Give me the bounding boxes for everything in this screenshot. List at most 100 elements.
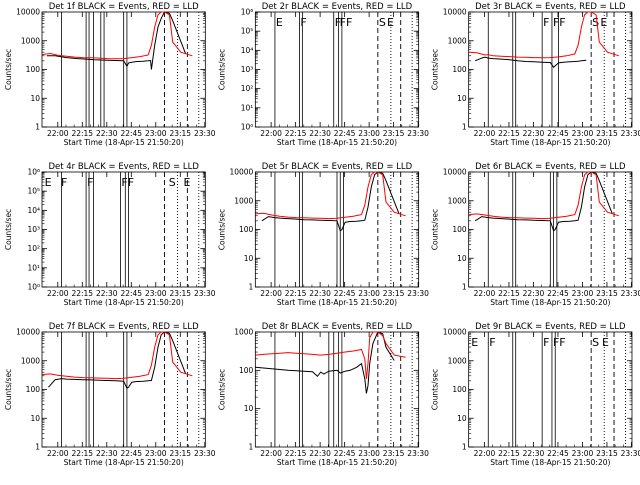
x-tick-label: 22:30	[309, 129, 331, 138]
y-tick-label: 1	[462, 443, 467, 452]
y-tick-label: 10	[457, 254, 467, 263]
x-axis-label: Start Time (18-Apr-15 21:50:20)	[64, 458, 184, 467]
y-axis-label: Counts/sec	[4, 209, 13, 250]
y-tick-label: 10000	[443, 168, 467, 177]
detector-panel: Det 4r BLACK = Events, RED = LLD 10⁰ 10¹ 10…	[4, 162, 216, 307]
y-tick-label: 10000	[443, 328, 467, 337]
panel-title: Det 8r BLACK = Events, RED = LLD	[262, 322, 413, 332]
x-tick-label: 22:00	[260, 129, 282, 138]
x-tick-label: 22:00	[260, 289, 282, 298]
y-tick-label: 10⁶	[27, 168, 40, 177]
flag-label: E	[276, 16, 283, 29]
flag-label: S	[592, 336, 599, 349]
y-tick-label: 10¹	[241, 103, 254, 112]
detector-panel: Det 6r BLACK = Events, RED = LLD 1 10 100 10…	[431, 162, 640, 307]
y-tick-label: 10000	[16, 328, 40, 337]
flag-label: S	[379, 16, 386, 29]
x-tick-label: 22:00	[474, 129, 496, 138]
x-tick-label: 23:30	[407, 289, 429, 298]
x-tick-label: 23:30	[194, 449, 216, 458]
y-tick-label: 10⁰	[27, 283, 40, 292]
x-tick-label: 23:15	[596, 449, 618, 458]
flag-label: S	[592, 16, 599, 29]
panel-title: Det 2r BLACK = Events, RED = LLD	[262, 2, 413, 12]
x-tick-label: 22:45	[547, 289, 569, 298]
x-axis-label: Start Time (18-Apr-15 21:50:20)	[490, 138, 610, 147]
flag-label: FF	[553, 16, 566, 29]
x-axis-label: Start Time (18-Apr-15 21:50:20)	[277, 458, 397, 467]
flag-label: E	[600, 16, 607, 29]
y-tick-label: 10000	[16, 8, 40, 17]
x-tick-label: 23:30	[621, 449, 640, 458]
y-tick-label: 10²	[27, 244, 40, 253]
flag-label: E	[45, 176, 52, 189]
x-tick-label: 22:45	[547, 129, 569, 138]
x-tick-label: 23:00	[572, 449, 594, 458]
y-tick-label: 1000	[234, 196, 253, 205]
y-tick-label: 10	[244, 404, 254, 413]
y-axis-label: Counts/sec	[217, 369, 226, 410]
y-tick-label: 10	[244, 254, 254, 263]
flag-label: FF	[553, 336, 566, 349]
x-tick-label: 22:15	[71, 289, 93, 298]
flag-label: F	[61, 176, 67, 189]
y-axis-label: Counts/sec	[4, 49, 13, 90]
panel-title: Det 6r BLACK = Events, RED = LLD	[475, 162, 626, 172]
x-tick-label: 22:00	[474, 289, 496, 298]
panel-title: Det 1f BLACK = Events, RED = LLD	[49, 2, 199, 12]
y-tick-label: 10000	[443, 8, 467, 17]
x-tick-label: 22:45	[120, 129, 142, 138]
x-tick-label: 23:00	[572, 289, 594, 298]
y-tick-label: 10⁵	[27, 187, 40, 196]
y-tick-label: 10⁴	[27, 206, 40, 215]
y-tick-label: 10000	[229, 168, 253, 177]
flag-label: F	[335, 16, 341, 29]
x-tick-label: 22:00	[47, 129, 69, 138]
flag-label: FF	[340, 16, 353, 29]
y-axis-label: Counts/sec	[4, 369, 13, 410]
x-axis-label: Start Time (18-Apr-15 21:50:20)	[490, 458, 610, 467]
flag-label: S	[169, 176, 176, 189]
y-tick-label: 1000	[448, 356, 467, 365]
x-tick-label: 23:15	[169, 129, 191, 138]
x-tick-label: 23:00	[145, 289, 167, 298]
events-series-line	[46, 11, 187, 70]
y-tick-label: 1000	[448, 36, 467, 45]
x-tick-label: 23:00	[358, 129, 380, 138]
x-tick-label: 23:15	[596, 289, 618, 298]
detector-panel: Det 5r BLACK = Events, RED = LLD 1 10 100 10…	[217, 162, 429, 307]
y-axis-label: Counts/sec	[431, 369, 440, 410]
lld-series-line	[41, 11, 193, 60]
flag-label: E	[183, 176, 190, 189]
x-tick-label: 22:15	[498, 129, 520, 138]
detector-panel: Det 2r BLACK = Events, RED = LLD 10⁰ 10¹ 10…	[217, 2, 429, 147]
x-tick-label: 22:30	[523, 129, 545, 138]
x-tick-label: 23:15	[169, 449, 191, 458]
y-tick-label: 1	[35, 443, 40, 452]
y-axis-label: Counts/sec	[431, 49, 440, 90]
x-tick-label: 22:30	[96, 129, 118, 138]
x-tick-label: 22:15	[285, 289, 307, 298]
x-tick-label: 22:15	[71, 129, 93, 138]
lld-series-line	[255, 331, 406, 379]
x-tick-label: 23:15	[383, 129, 405, 138]
y-tick-label: 1000	[448, 196, 467, 205]
x-tick-label: 22:45	[334, 449, 356, 458]
x-tick-label: 23:15	[383, 449, 405, 458]
detector-panel: Det 8r BLACK = Events, RED = LLD 1 10 100 10…	[217, 322, 429, 467]
y-tick-label: 10⁶	[241, 8, 254, 17]
panel-title: Det 3r BLACK = Events, RED = LLD	[475, 2, 626, 12]
x-tick-label: 22:30	[523, 449, 545, 458]
plot-frame	[254, 11, 420, 128]
events-series-line	[475, 56, 587, 68]
x-tick-label: 22:00	[47, 289, 69, 298]
x-tick-label: 23:30	[621, 289, 640, 298]
x-tick-label: 22:00	[47, 449, 69, 458]
y-tick-label: 10	[457, 414, 467, 423]
x-axis-label: Start Time (18-Apr-15 21:50:20)	[490, 298, 610, 307]
flag-label: E	[387, 16, 394, 29]
events-series-line	[261, 171, 400, 232]
y-tick-label: 1000	[21, 356, 40, 365]
